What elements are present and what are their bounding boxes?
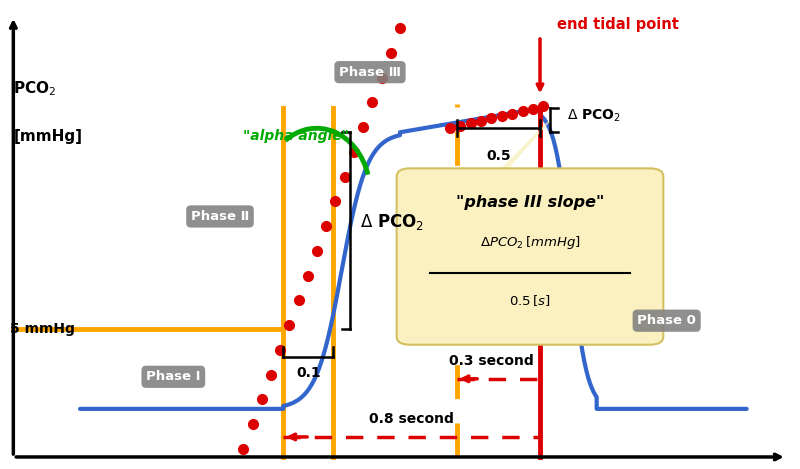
Text: 5 mmHg: 5 mmHg [10, 322, 75, 336]
Text: 0.3 second: 0.3 second [450, 354, 534, 368]
Text: Phase Ⅰ: Phase Ⅰ [146, 371, 201, 383]
Polygon shape [494, 120, 550, 184]
FancyBboxPatch shape [397, 168, 663, 345]
Text: 0.8 second: 0.8 second [370, 412, 454, 426]
Text: Phase Ⅲ: Phase Ⅲ [339, 66, 401, 79]
Text: $\Delta PCO_2\,[mmHg]$: $\Delta PCO_2\,[mmHg]$ [480, 234, 580, 251]
Text: $\Delta$ PCO$_2$: $\Delta$ PCO$_2$ [360, 212, 424, 233]
Text: $0.5\,[s]$: $0.5\,[s]$ [510, 293, 550, 308]
Text: Phase 0: Phase 0 [638, 314, 696, 327]
Text: 0.5: 0.5 [486, 149, 510, 163]
Text: "alpha angle": "alpha angle" [243, 129, 350, 144]
Text: "phase III slope": "phase III slope" [456, 195, 604, 210]
Text: $\Delta$ PCO$_2$: $\Delta$ PCO$_2$ [566, 108, 621, 124]
Text: end tidal point: end tidal point [557, 16, 678, 31]
Text: PCO$_2$: PCO$_2$ [14, 79, 57, 98]
Text: [mmHg]: [mmHg] [14, 129, 82, 144]
Text: 0.1: 0.1 [296, 366, 321, 380]
Text: Phase Ⅱ: Phase Ⅱ [191, 210, 249, 223]
